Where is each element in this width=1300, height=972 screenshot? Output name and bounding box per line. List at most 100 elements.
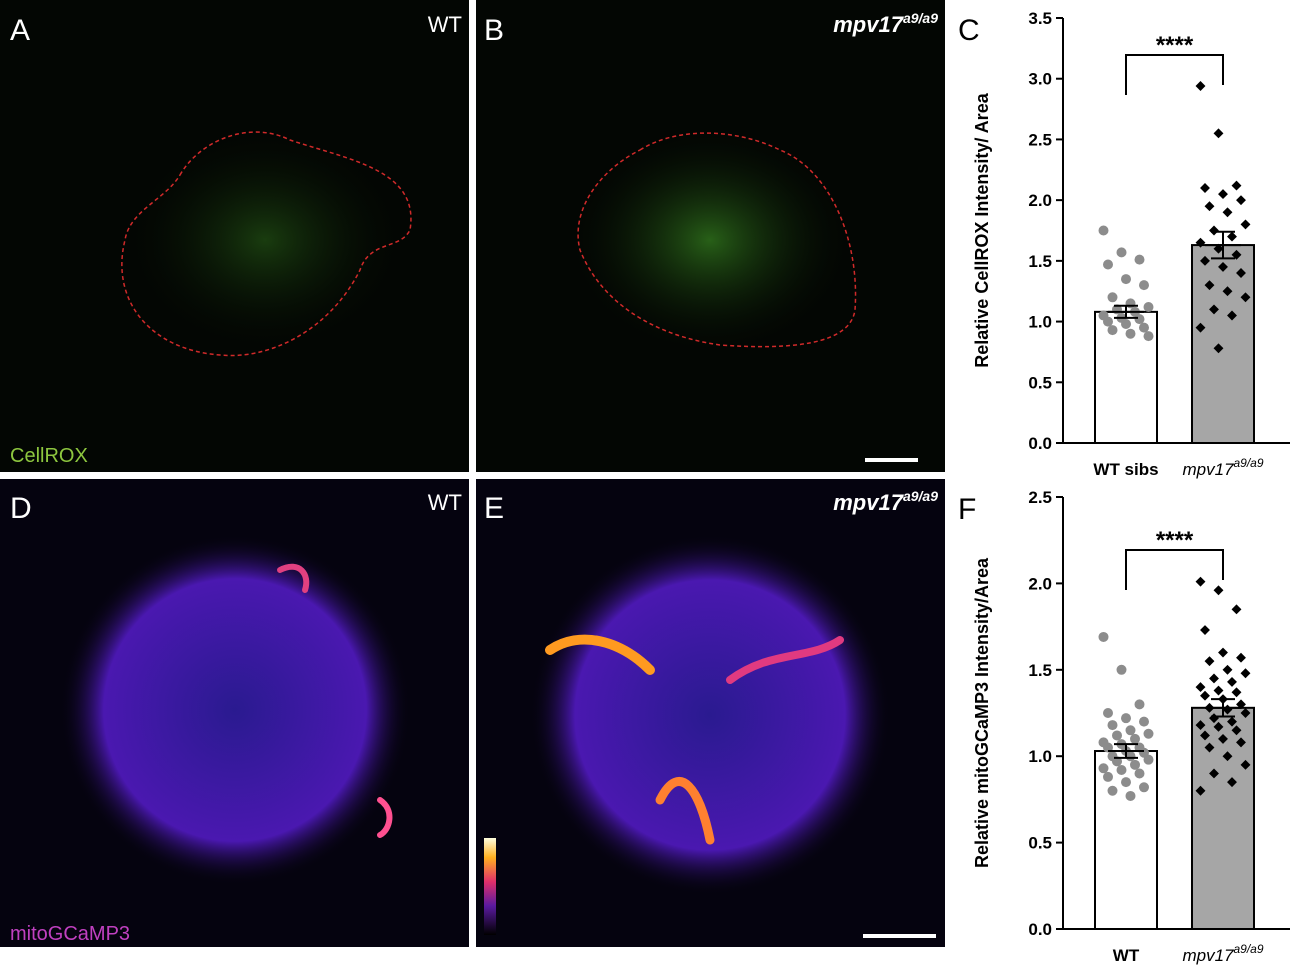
- data-point: [1121, 713, 1131, 724]
- color-bar: [484, 838, 496, 935]
- data-point: [1227, 777, 1237, 788]
- y-axis-label: Relative CellROX Intensity/ Area: [972, 92, 992, 367]
- y-tick-label: 2.0: [1028, 574, 1052, 593]
- category-sup: a9/a9: [1234, 942, 1264, 956]
- hotspot: [545, 634, 655, 675]
- data-point: [1139, 716, 1149, 727]
- data-point: [1098, 225, 1109, 236]
- data-point: [1218, 261, 1228, 272]
- data-point: [1134, 314, 1145, 325]
- data-point: [1121, 319, 1131, 329]
- data-point: [1231, 249, 1242, 260]
- data-point: [1236, 737, 1246, 748]
- error-bar: [1108, 304, 1144, 319]
- data-point: [1116, 664, 1127, 675]
- data-point: [1231, 604, 1242, 615]
- y-tick-label: 1.5: [1028, 252, 1052, 271]
- y-tick-label: 2.5: [1028, 488, 1052, 507]
- data-point: [1240, 219, 1251, 230]
- data-point: [1195, 322, 1206, 333]
- category: WT: [1113, 946, 1140, 965]
- y-tick-label: 0.5: [1028, 834, 1052, 853]
- data-point: [1204, 201, 1215, 212]
- data-point: [1222, 664, 1233, 675]
- data-point: [1204, 280, 1215, 291]
- data-point: [1218, 733, 1228, 744]
- data-point: [1098, 631, 1109, 642]
- significance: ****: [1156, 32, 1194, 59]
- data-point: [1200, 690, 1210, 701]
- category-sup: a9/a9: [1234, 456, 1264, 470]
- data-point: [1125, 328, 1136, 339]
- data-point: [1134, 699, 1145, 710]
- x-tick-label: WT: [1113, 946, 1140, 965]
- significance-bracket: [1125, 549, 1224, 590]
- genotype-base: mpv17: [833, 12, 904, 37]
- genotype: mpv17a9/a9: [833, 488, 938, 515]
- data-point: [1236, 195, 1246, 206]
- data-point: [1116, 765, 1127, 776]
- data-point: [1213, 685, 1224, 696]
- data-point: [1240, 668, 1251, 679]
- data-point: [1231, 180, 1242, 191]
- data-point: [1231, 725, 1242, 736]
- data-point: [1121, 777, 1131, 788]
- data-point: [1103, 316, 1113, 327]
- data-point: [1107, 292, 1118, 303]
- y-tick-label: 2.5: [1028, 130, 1052, 149]
- significance: ****: [1156, 527, 1194, 554]
- data-point: [1240, 708, 1251, 718]
- hotspots: [277, 563, 844, 845]
- data-point: [1107, 785, 1118, 796]
- data-point: [1227, 231, 1237, 242]
- category: WT sibs: [1093, 460, 1158, 479]
- y-tick-label: 0.5: [1028, 373, 1052, 392]
- data-point: [1116, 247, 1127, 258]
- data-point: [1195, 237, 1206, 248]
- data-point: [1236, 268, 1246, 278]
- data-point: [1195, 576, 1206, 587]
- panel-letter: C: [958, 14, 980, 47]
- panel-letter: A: [10, 14, 30, 47]
- data-point: [1213, 243, 1224, 254]
- stain-label: CellROX: [10, 445, 88, 467]
- genotype: WT: [428, 12, 462, 37]
- data-point: [1107, 325, 1118, 336]
- y-tick-label: 2.0: [1028, 191, 1052, 210]
- data-point: [1213, 128, 1224, 139]
- data-point: [1213, 343, 1224, 354]
- data-point: [1240, 292, 1251, 303]
- genotype: mpv17a9/a9: [833, 10, 938, 37]
- data-point: [1218, 189, 1228, 200]
- x-tick-label: mpv17a9/a9: [1182, 456, 1263, 479]
- y-tick-label: 3.5: [1028, 9, 1052, 28]
- data-point: [1139, 280, 1149, 291]
- hotspot: [277, 563, 310, 593]
- bar: [1191, 244, 1255, 444]
- data-point: [1200, 730, 1210, 741]
- signal-b: [560, 120, 860, 360]
- outline-b: [577, 132, 857, 348]
- y-axis-label: Relative mitoGCaMP3 Intensity/Area: [972, 557, 992, 868]
- x-tick-label: WT sibs: [1093, 460, 1158, 479]
- data-point: [1209, 225, 1219, 236]
- data-point: [1195, 785, 1206, 796]
- panel-letter: D: [10, 492, 32, 525]
- data-point: [1222, 751, 1233, 762]
- data-point: [1222, 207, 1233, 218]
- data-point: [1204, 656, 1215, 667]
- hotspot: [655, 777, 715, 845]
- hotspot: [726, 636, 844, 684]
- data-point: [1240, 759, 1251, 770]
- error-bar: [1108, 743, 1144, 759]
- data-point: [1200, 255, 1210, 266]
- data-point: [1204, 742, 1215, 753]
- panel-letter: E: [484, 492, 504, 525]
- data-point: [1103, 259, 1113, 270]
- data-point: [1103, 708, 1113, 718]
- data-point: [1121, 274, 1131, 285]
- panel-letter: F: [958, 493, 976, 526]
- signal-e: [530, 535, 890, 895]
- data-point: [1098, 763, 1109, 774]
